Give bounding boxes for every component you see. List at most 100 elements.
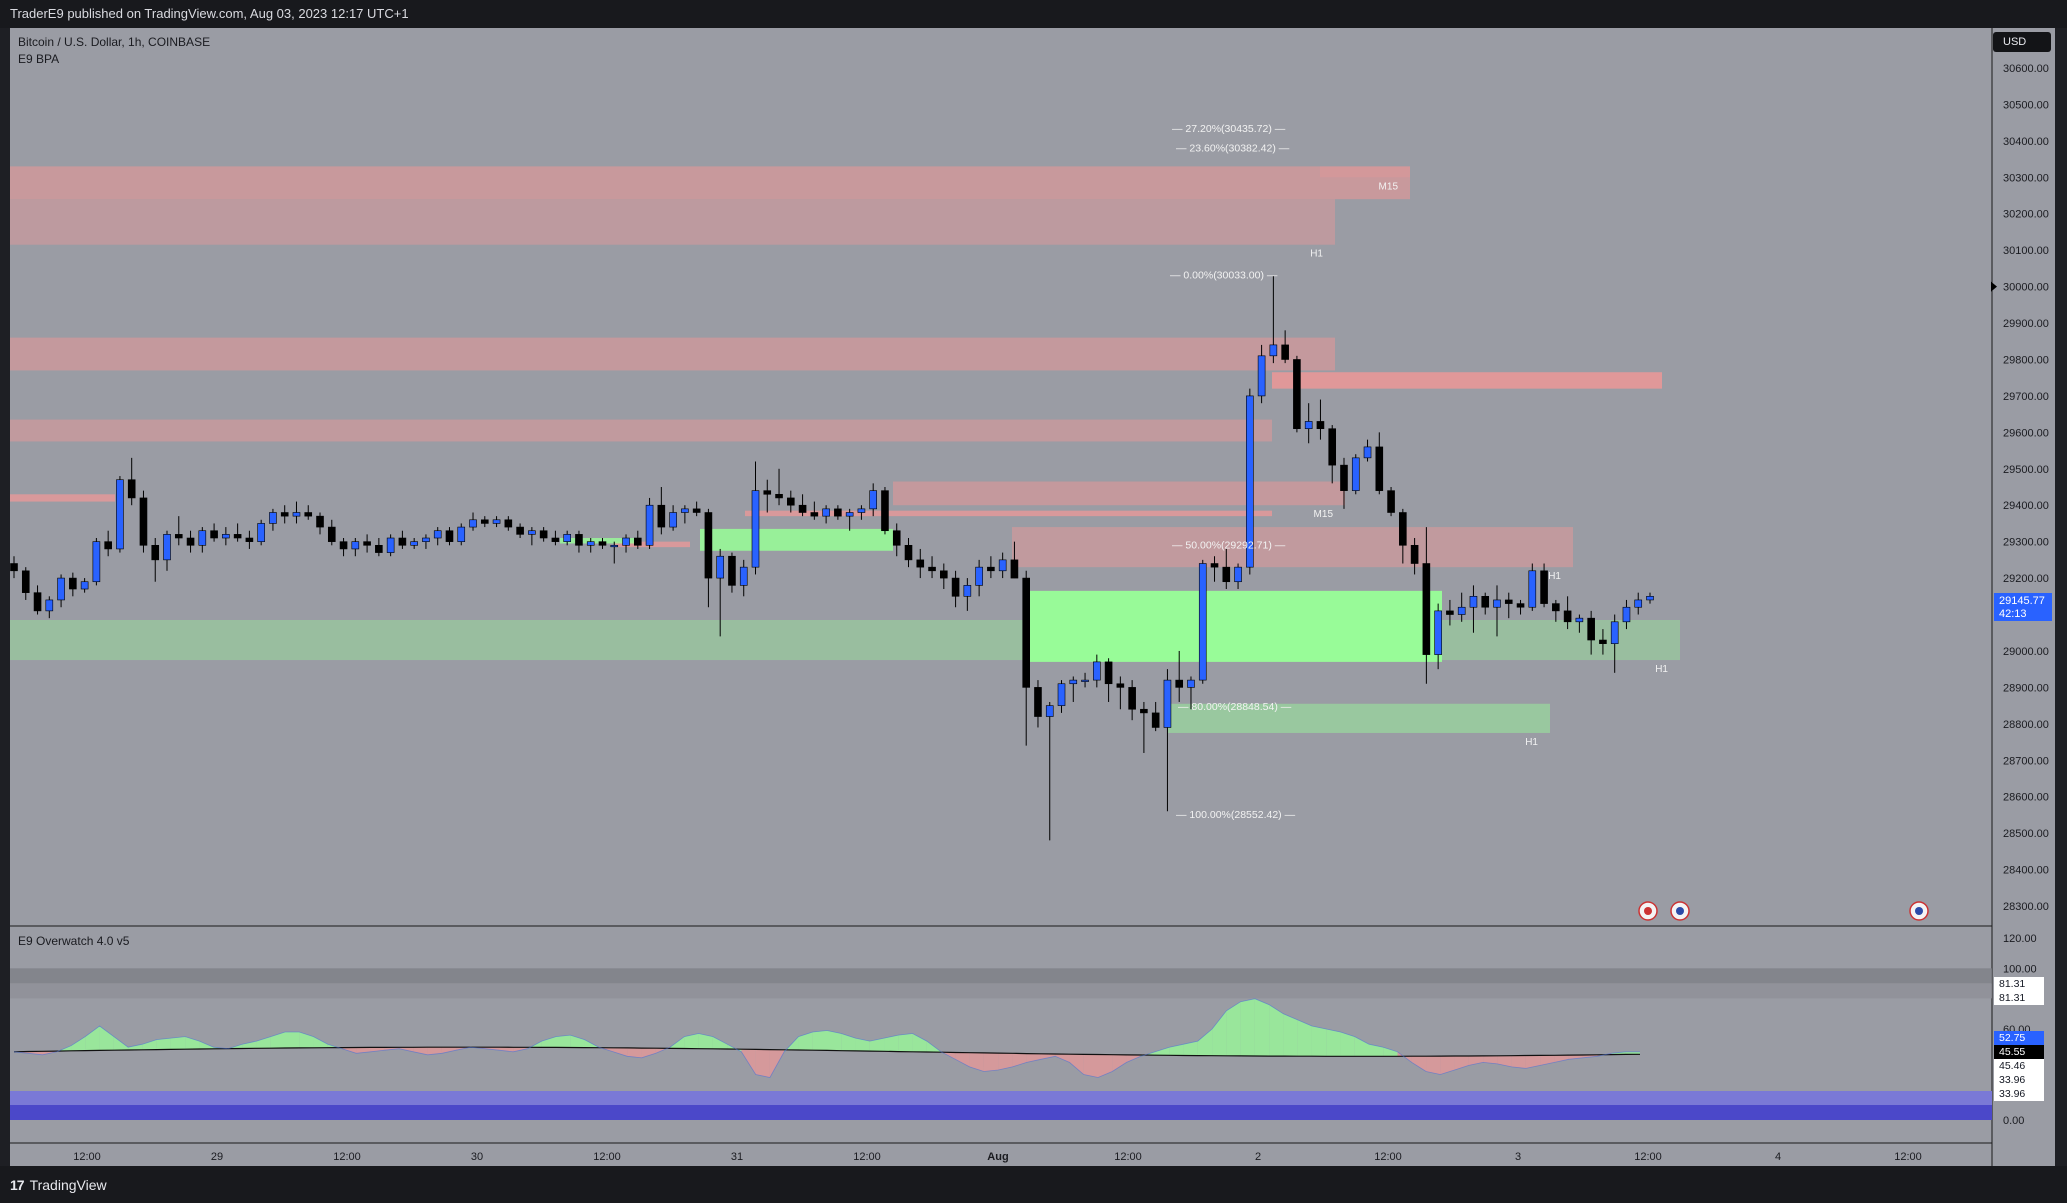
candle-body	[445, 530, 454, 542]
candle-body	[1552, 603, 1560, 612]
candle-body	[1198, 563, 1207, 681]
candle-body	[810, 512, 819, 517]
candle-body	[987, 566, 995, 572]
oscillator-fill	[1511, 1055, 1526, 1069]
candle-body	[1646, 596, 1654, 601]
candle-body	[1446, 610, 1454, 615]
price-axis-tick: 30400.00	[2003, 136, 2049, 148]
zone-timeframe-label: H1	[1525, 737, 1538, 748]
candle-body	[716, 555, 724, 579]
oscillator-fill	[1055, 1053, 1070, 1063]
tradingview-logo-icon: 17	[10, 1176, 25, 1193]
oscillator-fill	[71, 1036, 86, 1051]
attribution-bar: TraderE9 published on TradingView.com, A…	[0, 0, 2067, 28]
candle-body	[327, 526, 336, 542]
candle-body	[1504, 599, 1513, 604]
candle-body	[457, 526, 466, 542]
candle-body	[422, 537, 430, 542]
candle-body	[33, 592, 42, 612]
candle-body	[869, 490, 877, 510]
oscillator-fill	[1426, 1056, 1441, 1075]
indicator-band-upper	[10, 968, 1992, 984]
symbol-title: Bitcoin / U.S. Dollar, 1h, COINBASE	[18, 35, 211, 49]
oscillator-fill	[1483, 1055, 1498, 1064]
oscillator-fill	[1112, 1054, 1127, 1072]
last-price-value: 29145.77	[1999, 595, 2045, 607]
indicator-value-tag: 81.31	[1994, 977, 2044, 991]
price-axis-tick: 29800.00	[2003, 354, 2049, 366]
time-axis-tick: 12:00	[1634, 1151, 1662, 1163]
candle-body	[222, 534, 230, 539]
zone-supply	[745, 510, 1272, 517]
zone-supply	[10, 199, 1335, 245]
oscillator-fill	[1326, 1029, 1341, 1057]
candle-body	[798, 504, 807, 513]
candle-body	[633, 537, 642, 546]
oscillator-fill	[1411, 1056, 1427, 1072]
time-axis-tick: 12:00	[593, 1151, 621, 1163]
candle-body	[492, 519, 501, 524]
candle-body	[1457, 606, 1466, 615]
price-axis-tick: 29400.00	[2003, 500, 2049, 512]
oscillator-fill	[912, 1033, 927, 1053]
fib-level-label: — 100.00%(28552.42) —	[1176, 809, 1296, 821]
candle-body	[80, 581, 89, 590]
candle-body	[1410, 544, 1419, 564]
candle-body	[1045, 705, 1054, 717]
candle-body	[610, 544, 619, 548]
time-axis-tick: 12:00	[853, 1151, 881, 1163]
oscillator-fill	[99, 1025, 114, 1051]
oscillator-fill	[1069, 1054, 1084, 1075]
candle-body	[504, 519, 513, 528]
price-axis-tick: 28600.00	[2003, 792, 2049, 804]
indicator-name-bpa[interactable]: E9 BPA	[18, 52, 60, 66]
candle-body	[822, 508, 830, 517]
candle-body	[1516, 603, 1525, 608]
oscillator-fill	[855, 1038, 870, 1052]
candle-body	[1069, 679, 1078, 685]
candle-body	[57, 577, 65, 601]
oscillator-fill	[827, 1030, 842, 1051]
indicator-band-lower	[10, 1091, 1992, 1105]
oscillator-fill	[1083, 1054, 1098, 1078]
candle-body	[1328, 428, 1337, 466]
price-axis-tick: 28300.00	[2003, 901, 2049, 913]
oscillator-fill	[1240, 998, 1255, 1057]
candle-body	[692, 508, 701, 513]
price-axis-tick: 29900.00	[2003, 318, 2049, 330]
currency-button[interactable]: USD	[1993, 32, 2051, 52]
oscillator-fill	[1283, 1013, 1298, 1057]
candle-body	[1587, 617, 1595, 641]
candle-body	[1304, 421, 1313, 430]
candle-body	[1187, 679, 1195, 688]
time-axis-tick: 2	[1255, 1151, 1261, 1163]
time-axis-tick: 12:00	[1114, 1151, 1142, 1163]
candle-body	[940, 570, 948, 579]
oscillator-fill	[370, 1047, 385, 1052]
candle-body	[1093, 661, 1101, 681]
candle-body	[1234, 566, 1242, 583]
oscillator-fill	[898, 1033, 913, 1052]
price-axis-tick: 30200.00	[2003, 209, 2049, 221]
indicator-name-overwatch[interactable]: E9 Overwatch 4.0 v5	[18, 934, 130, 948]
indicator-value-tag: 81.31	[1994, 991, 2044, 1005]
oscillator-fill	[1040, 1053, 1056, 1060]
candle-body	[269, 512, 277, 524]
oscillator-fill	[1012, 1053, 1027, 1067]
tradingview-logo[interactable]: 17 TradingView	[10, 1177, 107, 1193]
candle-body	[645, 504, 654, 546]
oscillator-fill	[627, 1047, 642, 1058]
candle-body	[951, 577, 960, 597]
candle-body	[1175, 679, 1184, 688]
flash-event-icon-inner	[1644, 907, 1652, 915]
candle-body	[516, 526, 524, 535]
candle-body	[386, 537, 395, 553]
candle-body	[963, 585, 972, 597]
indicator-value-tag: 33.96	[1994, 1087, 2044, 1101]
time-axis-tick: 30	[471, 1151, 483, 1163]
price-axis-tick: 28500.00	[2003, 828, 2049, 840]
candle-body	[363, 541, 371, 546]
fib-level-label: — 50.00%(29292.71) —	[1172, 539, 1286, 551]
oscillator-fill	[242, 1041, 257, 1049]
